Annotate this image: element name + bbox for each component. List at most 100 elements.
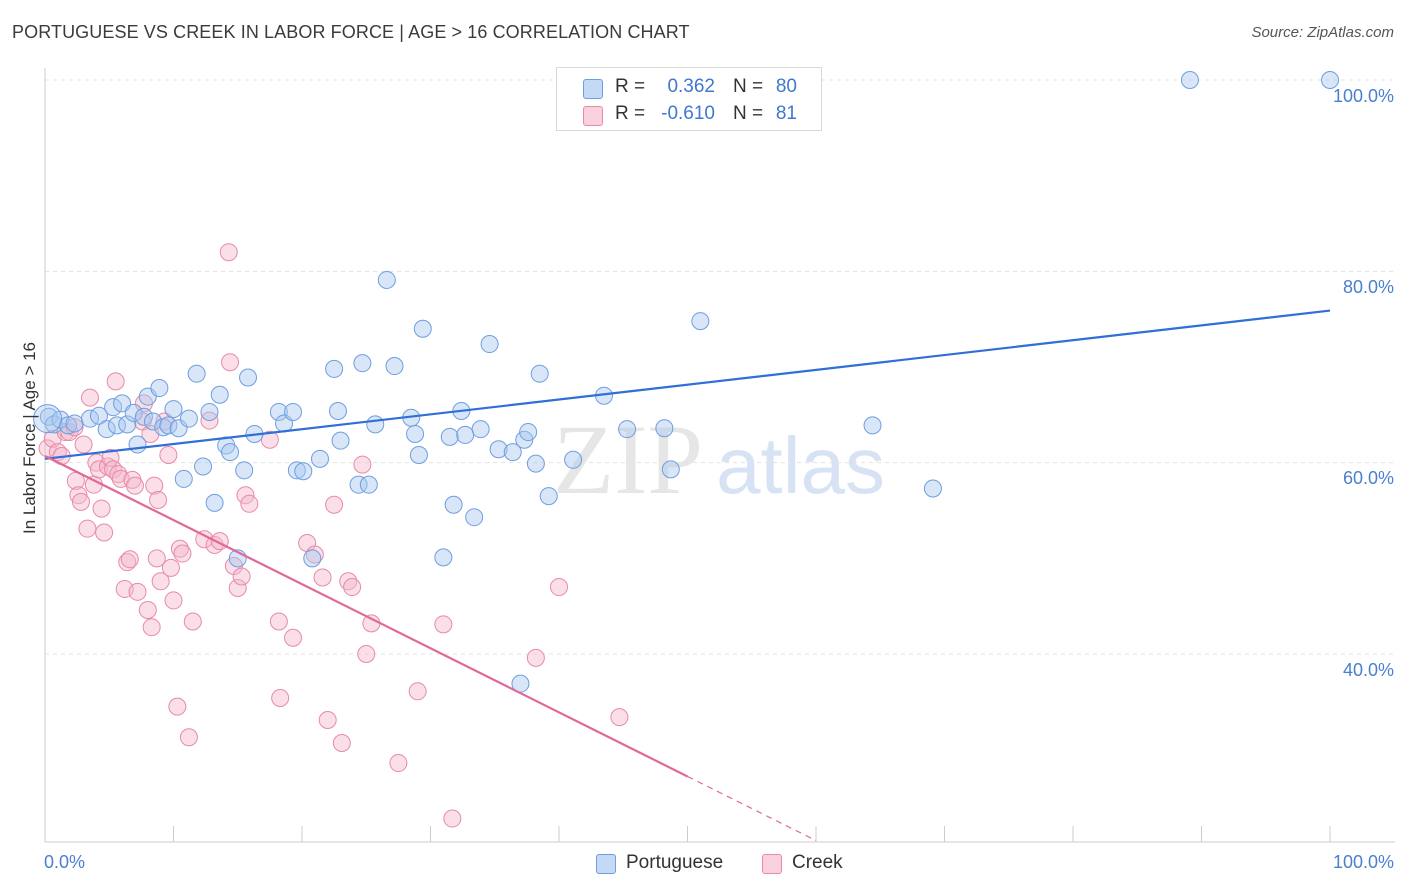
portuguese-point [1321, 71, 1339, 89]
legend-swatch-portuguese [596, 854, 616, 874]
portuguese-point [325, 359, 344, 378]
creek-point [147, 549, 166, 568]
creek-point [151, 572, 170, 591]
creek-trend-extension [687, 775, 817, 842]
creek-point [318, 711, 337, 730]
portuguese-point [406, 424, 425, 443]
x-tick-100: 100.0% [1332, 852, 1394, 872]
x-tick-0: 0.0% [44, 852, 86, 872]
portuguese-point [33, 404, 63, 434]
creek-point [168, 697, 187, 716]
portuguese-point [359, 475, 378, 494]
portuguese-point [413, 319, 432, 338]
portuguese-point [164, 400, 183, 419]
creek-point [65, 418, 84, 437]
creek-point [353, 455, 372, 474]
portuguese-point [174, 469, 193, 488]
portuguese-point [444, 495, 463, 514]
creek-point [78, 519, 97, 538]
portuguese-point [310, 449, 329, 468]
portuguese-point [239, 368, 258, 387]
creek-point [179, 728, 198, 747]
creek-trend-line [44, 454, 688, 778]
portuguese-point [331, 431, 350, 450]
portuguese-point [179, 409, 198, 428]
creek-point [71, 492, 90, 511]
portuguese-point [104, 398, 123, 417]
portuguese-point [194, 457, 213, 476]
source-label: Source: ZipAtlas.com [1251, 24, 1394, 41]
creek-point [610, 708, 629, 727]
portuguese-point [503, 443, 522, 462]
creek-point [149, 490, 168, 509]
portuguese-point [526, 454, 545, 473]
legend-row-portuguese: R = 0.362 N = 80 [557, 75, 821, 101]
creek-point [74, 435, 93, 454]
creek-point [84, 475, 103, 494]
portuguese-point [65, 414, 84, 433]
portuguese-point [113, 394, 132, 413]
portuguese-point [377, 270, 396, 289]
portuguese-point [210, 385, 229, 404]
portuguese-point [303, 549, 322, 568]
creek-point [118, 553, 137, 572]
watermark-zip: ZIP [553, 404, 703, 515]
legend-label-portuguese: Portuguese [626, 852, 724, 873]
legend-n-label: N = [733, 76, 764, 97]
portuguese-point [159, 416, 178, 435]
y-tick-80: 80.0% [1342, 277, 1394, 297]
watermark: ZIP atlas [553, 404, 885, 515]
portuguese-point [143, 412, 162, 431]
portuguese-point [564, 450, 583, 469]
y-tick-60: 60.0% [1342, 468, 1394, 488]
y-tick-40: 40.0% [1342, 660, 1394, 680]
portuguese-point [618, 420, 637, 439]
portuguese-point [221, 443, 240, 462]
portuguese-point [187, 364, 206, 383]
portuguese-point [655, 419, 674, 438]
portuguese-point [471, 420, 490, 439]
creek-point [104, 460, 123, 479]
portuguese-point [530, 364, 549, 383]
creek-point [120, 550, 139, 569]
creek-point [219, 243, 238, 262]
legend-swatch-portuguese [583, 79, 603, 99]
portuguese-point [349, 475, 368, 494]
creek-point [173, 544, 192, 563]
portuguese-point [1180, 71, 1199, 89]
creek-point [164, 591, 183, 610]
portuguese-point [200, 402, 219, 421]
legend-swatch-creek [583, 106, 603, 126]
legend-swatch-creek [762, 854, 782, 874]
portuguese-points [33, 71, 1339, 693]
legend-r-label: R = [615, 76, 646, 97]
portuguese-point [269, 402, 288, 421]
creek-point [240, 494, 259, 513]
creek-point [221, 353, 240, 372]
portuguese-point [97, 420, 116, 439]
creek-point [232, 567, 251, 586]
legend-n-value: 80 [775, 76, 797, 97]
creek-point [80, 388, 99, 407]
creek-point [362, 614, 381, 633]
creek-point [313, 568, 332, 587]
portuguese-point [691, 312, 710, 331]
creek-point [389, 754, 408, 773]
portuguese-point [134, 407, 153, 426]
creek-point [138, 600, 157, 619]
portuguese-point [89, 406, 108, 425]
creek-point [434, 615, 453, 634]
portuguese-point [661, 460, 680, 479]
portuguese-point [328, 402, 347, 421]
y-axis-label: In Labor Force | Age > 16 [20, 342, 39, 535]
creek-point [332, 733, 351, 752]
portuguese-point [205, 493, 224, 512]
creek-point [183, 612, 202, 631]
legend-label-creek: Creek [792, 852, 843, 873]
creek-point [95, 523, 114, 542]
watermark-atlas: atlas [716, 421, 885, 510]
portuguese-point [385, 357, 404, 376]
portuguese-point [923, 479, 942, 498]
creek-point [161, 558, 180, 577]
